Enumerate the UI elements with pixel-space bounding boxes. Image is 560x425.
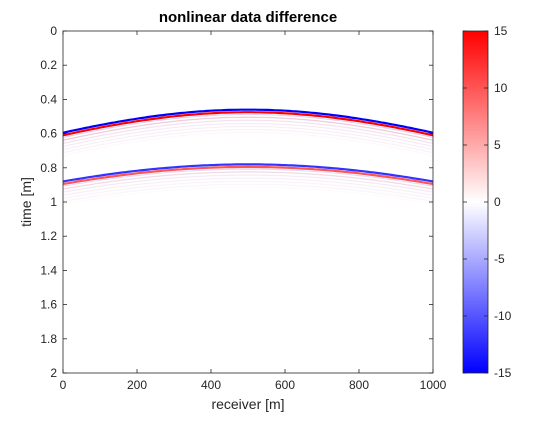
colorbar-tick-label: 5 [494,138,501,152]
y-tick-label: 0.6 [40,127,57,141]
y-tick-label: 1.6 [40,298,57,312]
event-ringing [63,116,433,141]
reflection-event-4 [63,165,433,186]
y-tick-label: 0 [50,24,57,38]
y-tick-label: 0.8 [40,161,57,175]
colorbar-tick-label: -10 [494,309,512,323]
y-tick-label: 2 [50,366,57,380]
y-tick-label: 0.4 [40,92,57,106]
colorbar-ticks: 15 10 5 0 -5 -10 -15 [463,24,512,380]
reflection-events [63,108,433,199]
y-tick-label: 1.2 [40,229,57,243]
x-tick-label: 800 [349,378,369,392]
event-ringing [63,122,433,147]
y-tick-label: 1 [50,195,57,209]
event-ringing [63,174,433,193]
y-tick-label: 1.8 [40,332,57,346]
event-ringing [63,171,433,190]
colorbar [462,30,489,374]
x-tick-label: 600 [275,378,295,392]
colorbar-tick-label: 0 [494,195,501,209]
event-ringing [63,171,433,190]
event-ringing [63,177,433,196]
colorbar-tick-label: -15 [494,366,512,380]
plot-background [63,31,433,373]
event-ringing [63,168,433,187]
event-ringing [63,123,433,148]
y-axis-label: time [m] [18,177,34,227]
x-tick-label: 400 [201,378,221,392]
y-tick-label: 0.2 [40,58,57,72]
event-ringing [63,125,433,150]
colorbar-tick-label: -5 [494,252,505,266]
event-ringing [63,113,433,138]
x-tick-label: 0 [60,378,67,392]
y-axis-ticks: 0 0.2 0.4 0.6 0.8 1 1.2 1.4 1.6 1.8 2 [40,24,433,380]
event-ringing [63,117,433,142]
event-ringing [63,120,433,145]
x-axis-ticks: 0 200 400 600 800 1000 [60,31,447,392]
chart-title: nonlinear data difference [159,9,337,26]
event-ringing [63,177,433,196]
reflection-event-3 [63,163,433,183]
x-axis-label: receiver [m] [211,396,284,412]
y-tick-label: 1.4 [40,263,57,277]
event-ringing [63,119,433,144]
colorbar-tick-label: 15 [494,24,508,38]
x-tick-label: 200 [127,378,147,392]
event-ringing [63,174,433,193]
reflection-event-2 [63,111,433,137]
colorbar-tick-label: 10 [494,81,508,95]
x-tick-label: 1000 [420,378,447,392]
reflection-event-1 [63,108,433,134]
event-ringing [63,180,433,199]
